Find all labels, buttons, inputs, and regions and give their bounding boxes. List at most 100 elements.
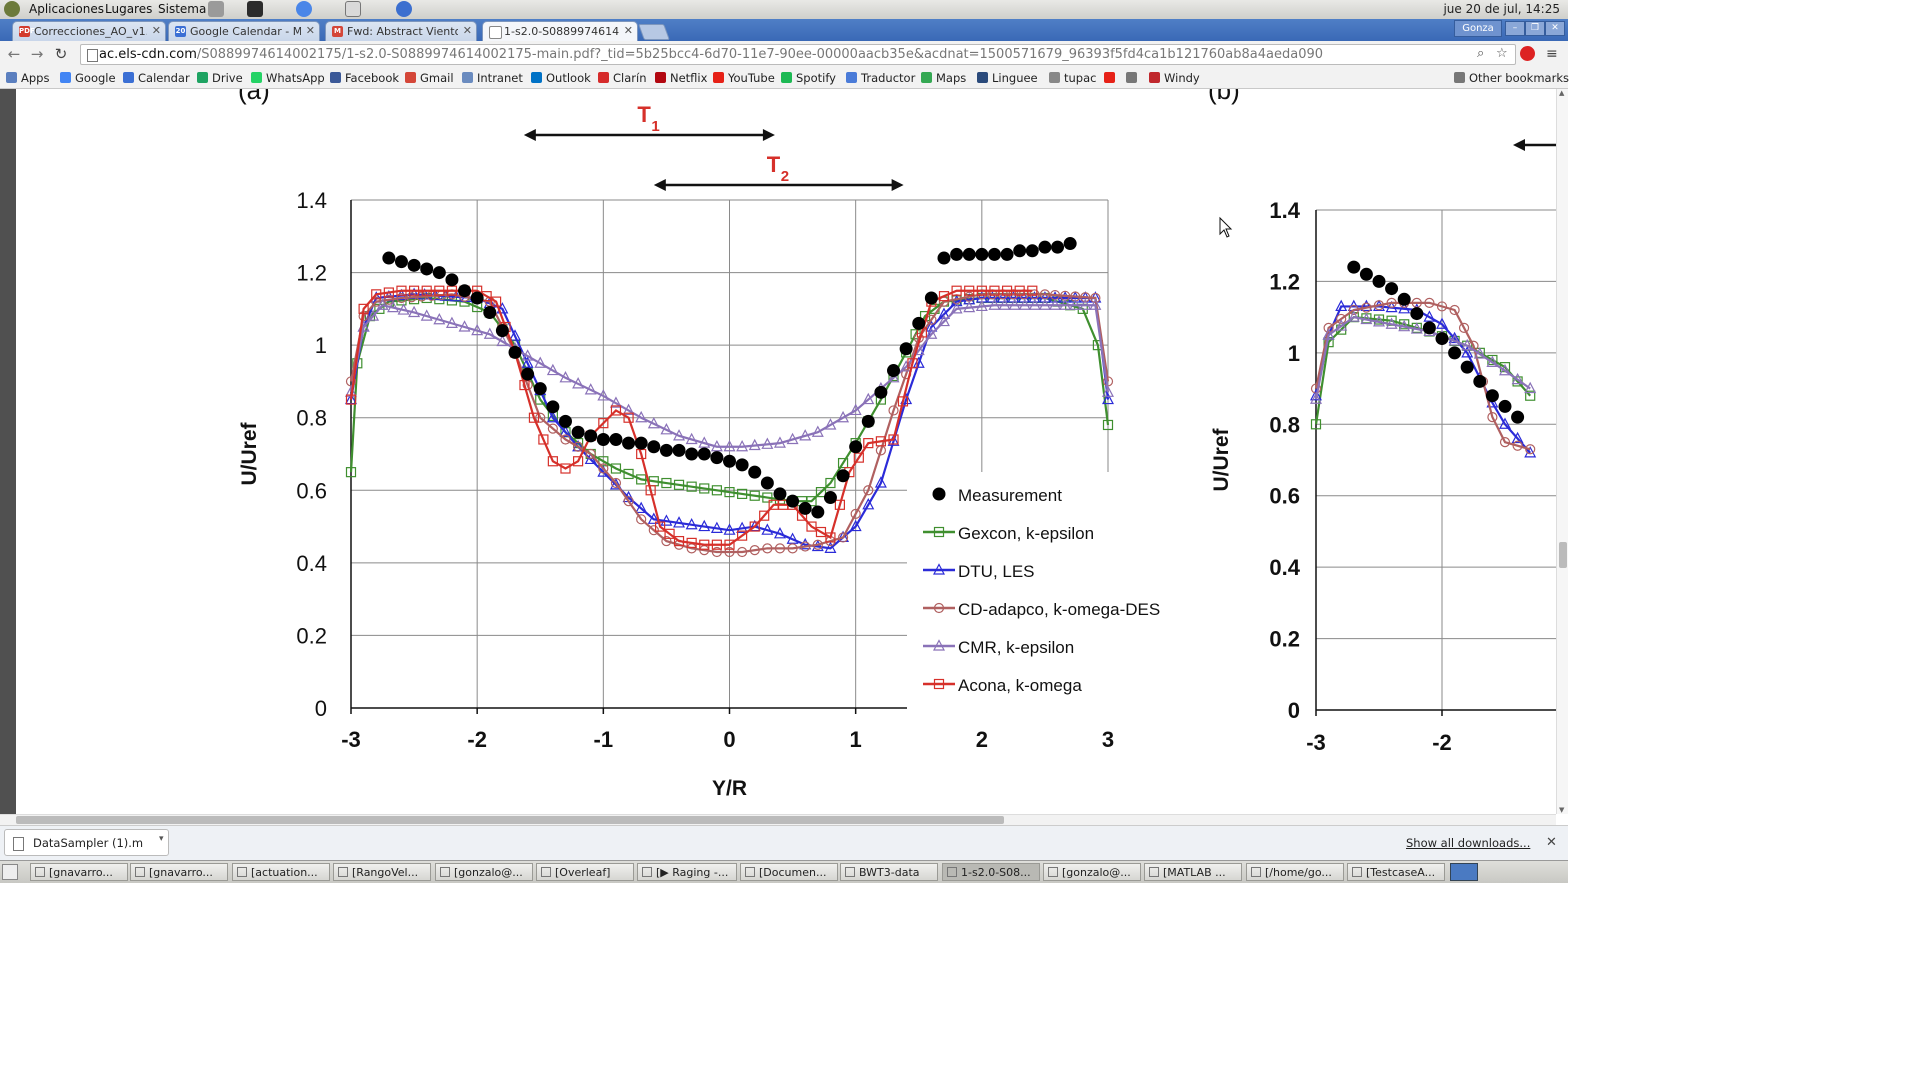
menu-lugares[interactable]: Lugares bbox=[105, 2, 153, 16]
horizontal-scrollbar[interactable] bbox=[0, 814, 1556, 825]
bookmark-intranet[interactable]: Intranet bbox=[462, 71, 523, 85]
bookmark-favicon-icon bbox=[405, 72, 416, 83]
star-icon[interactable]: ☆ bbox=[1496, 46, 1508, 61]
reload-icon[interactable]: ↻ bbox=[54, 45, 68, 63]
data-point bbox=[849, 440, 863, 454]
bookmark-tupac[interactable]: tupac bbox=[1049, 71, 1096, 85]
bookmark-drive[interactable]: Drive bbox=[197, 71, 243, 85]
data-point bbox=[824, 418, 837, 430]
data-point bbox=[397, 303, 410, 315]
bookmark-google[interactable]: Google bbox=[60, 71, 116, 85]
vertical-scrollbar-thumb[interactable] bbox=[1559, 542, 1567, 568]
menu-sistema[interactable]: Sistema bbox=[158, 2, 207, 16]
foot-menu-icon[interactable] bbox=[4, 1, 20, 17]
tab-pdf-active[interactable]: 1-s2.0-S0889974614 ✕ bbox=[482, 21, 638, 41]
vertical-scrollbar[interactable]: ▲ ▼ bbox=[1556, 89, 1568, 814]
tab-correcciones[interactable]: PDF Correcciones_AO_v1.pdf ✕ bbox=[12, 21, 166, 41]
data-point bbox=[571, 425, 585, 439]
bookmark-spotify[interactable]: Spotify bbox=[781, 71, 836, 85]
tab-google-calendar[interactable]: 20 Google Calendar - Me ✕ bbox=[168, 21, 320, 41]
bookmark-maps[interactable]: Maps bbox=[921, 71, 966, 85]
taskbar-item[interactable]: [Documen... bbox=[740, 863, 838, 881]
data-point bbox=[470, 291, 484, 305]
bookmark-icon-18[interactable] bbox=[1126, 71, 1141, 85]
terminal-launcher-icon[interactable] bbox=[247, 1, 263, 17]
opera-extension-icon[interactable] bbox=[1520, 46, 1535, 61]
scroll-up-icon[interactable]: ▲ bbox=[1559, 89, 1565, 97]
data-point bbox=[636, 474, 647, 485]
data-point bbox=[933, 563, 945, 575]
bookmark-facebook[interactable]: Facebook bbox=[330, 71, 399, 85]
chromium-launcher-icon[interactable] bbox=[396, 1, 412, 17]
profile-button[interactable]: Gonza bbox=[1454, 20, 1502, 37]
taskbar-item[interactable]: [gnavarro... bbox=[30, 863, 128, 881]
panel-clock[interactable]: jue 20 de jul, 14:25 bbox=[1443, 2, 1560, 16]
camera-launcher-icon[interactable] bbox=[208, 1, 224, 17]
close-icon[interactable]: ✕ bbox=[623, 24, 633, 37]
zoom-icon[interactable]: ⌕ bbox=[1477, 46, 1485, 61]
address-bar[interactable]: ac.els-cdn.com/S0889974614002175/1-s2.0-… bbox=[80, 44, 1516, 65]
menu-icon[interactable]: ≡ bbox=[1546, 46, 1558, 62]
close-icon[interactable]: ✕ bbox=[462, 24, 472, 37]
other-bookmarks[interactable]: Other bookmarks bbox=[1454, 71, 1569, 85]
taskbar-item[interactable]: [▶ Raging -... bbox=[637, 863, 737, 881]
menu-aplicaciones[interactable]: Aplicaciones bbox=[29, 2, 104, 16]
taskbar-item[interactable]: [gonzalo@... bbox=[435, 863, 533, 881]
data-point bbox=[749, 545, 760, 556]
url-text[interactable]: ac.els-cdn.com/S0889974614002175/1-s2.0-… bbox=[99, 47, 1323, 62]
tex-launcher-icon[interactable] bbox=[345, 1, 361, 17]
data-point bbox=[559, 371, 572, 383]
close-downloads-icon[interactable]: ✕ bbox=[1546, 835, 1557, 850]
back-icon[interactable]: ← bbox=[7, 45, 21, 63]
forward-icon[interactable]: → bbox=[30, 45, 44, 63]
taskbar-item[interactable]: [Overleaf] bbox=[536, 863, 634, 881]
bookmark-windy[interactable]: Windy bbox=[1149, 71, 1200, 85]
tab-fwd-abstract[interactable]: M Fwd: Abstract Viento ✕ bbox=[325, 21, 477, 41]
taskbar-item[interactable]: [gonzalo@... bbox=[1043, 863, 1141, 881]
data-point bbox=[685, 447, 699, 461]
data-point bbox=[1079, 298, 1092, 310]
data-point bbox=[533, 382, 547, 396]
bookmark-whatsapp[interactable]: WhatsApp bbox=[251, 71, 325, 85]
bookmark-outlook[interactable]: Outlook bbox=[531, 71, 591, 85]
pdf-viewer[interactable]: (a) 0 0.2 0.4 0.6 0.8 1 1.2 1.4 -3 -2 -1 0 1 2 3 Y/R U/Ur… bbox=[0, 89, 1568, 814]
bookmark-traductor[interactable]: Traductor bbox=[846, 71, 915, 85]
close-icon[interactable]: ✕ bbox=[151, 24, 161, 37]
bookmark-linguee[interactable]: Linguee bbox=[977, 71, 1038, 85]
taskbar-item[interactable]: [MATLAB ... bbox=[1144, 863, 1242, 881]
new-tab-button[interactable] bbox=[638, 24, 670, 40]
show-desktop-button[interactable] bbox=[2, 864, 18, 880]
taskbar-item[interactable]: [TestcaseA... bbox=[1347, 863, 1445, 881]
taskbar-item[interactable]: [gnavarro... bbox=[130, 863, 228, 881]
horizontal-scrollbar-thumb[interactable] bbox=[16, 816, 1004, 824]
chevron-down-icon[interactable]: ▾ bbox=[159, 834, 164, 844]
chrome-launcher-icon[interactable] bbox=[296, 1, 312, 17]
taskbar-item[interactable]: 1-s2.0-S08... bbox=[942, 863, 1040, 881]
close-icon[interactable]: ✕ bbox=[305, 24, 315, 37]
page-icon bbox=[87, 49, 98, 62]
close-window-icon[interactable]: ✕ bbox=[1545, 21, 1565, 36]
data-point bbox=[933, 526, 945, 538]
bookmark-icon-17[interactable] bbox=[1104, 71, 1119, 85]
minimize-icon[interactable]: – bbox=[1505, 21, 1525, 36]
scroll-down-icon[interactable]: ▼ bbox=[1559, 806, 1565, 814]
chrome-tray-icon[interactable] bbox=[1450, 863, 1478, 881]
taskbar-item[interactable]: [actuation... bbox=[232, 863, 330, 881]
bookmark-youtube[interactable]: YouTube bbox=[713, 71, 775, 85]
data-point bbox=[408, 285, 420, 296]
taskbar-item[interactable]: [/home/go... bbox=[1246, 863, 1344, 881]
show-all-downloads-link[interactable]: Show all downloads... bbox=[1406, 836, 1531, 850]
taskbar-item[interactable]: BWT3-data bbox=[840, 863, 938, 881]
bookmark-calendar[interactable]: Calendar bbox=[123, 71, 190, 85]
window-icon bbox=[135, 867, 145, 877]
taskbar-item-label: [Overleaf] bbox=[555, 866, 611, 879]
restore-icon[interactable]: ❐ bbox=[1525, 21, 1545, 36]
bookmark-netflix[interactable]: Netflix bbox=[655, 71, 707, 85]
bookmark-clar-n[interactable]: Clarín bbox=[598, 71, 646, 85]
data-point bbox=[912, 316, 926, 330]
bookmark-apps[interactable]: Apps bbox=[6, 71, 49, 85]
pdf-gutter bbox=[0, 89, 16, 814]
taskbar-item[interactable]: [RangoVel... bbox=[333, 863, 431, 881]
bookmark-gmail[interactable]: Gmail bbox=[405, 71, 454, 85]
download-item[interactable]: DataSampler (1).m ▾ bbox=[4, 829, 169, 856]
